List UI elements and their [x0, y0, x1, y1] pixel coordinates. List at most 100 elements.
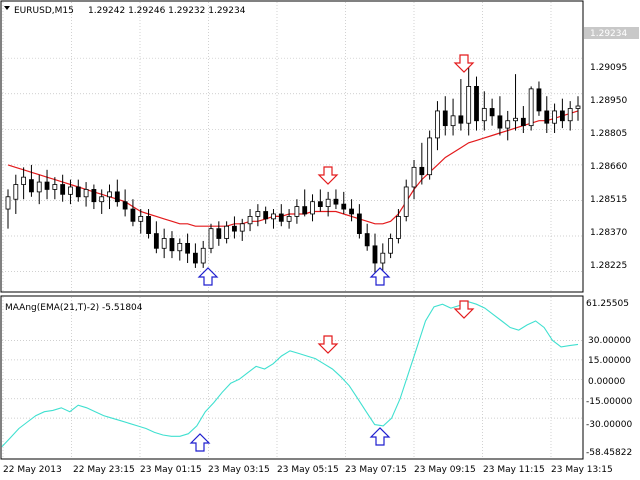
candle-body	[36, 181, 42, 193]
candle-body	[21, 176, 27, 185]
candle-body	[552, 110, 557, 124]
candle-body	[114, 191, 120, 203]
candle	[403, 179, 409, 222]
candle-body	[263, 211, 269, 220]
ma-line	[7, 110, 579, 227]
up-arrow	[189, 433, 211, 452]
candle	[411, 159, 417, 200]
candle	[325, 191, 331, 217]
candle	[349, 199, 354, 222]
indicator-axis: 61.25505 30.00000 15.00000 0.00000 -15.0…	[586, 299, 632, 458]
candle	[36, 174, 42, 205]
candle	[21, 167, 27, 200]
down-arrow	[453, 300, 475, 319]
price-tick: 1.29095	[590, 63, 627, 73]
candle	[13, 174, 19, 214]
candle	[208, 223, 214, 254]
candle-body	[208, 228, 214, 249]
candle	[130, 199, 136, 227]
candle-body	[466, 86, 472, 124]
candle	[107, 184, 112, 210]
candle	[52, 177, 58, 200]
candle-body	[536, 88, 542, 112]
grid	[2, 2, 582, 458]
candle-body	[122, 201, 128, 210]
candle	[481, 91, 487, 131]
candle	[419, 142, 425, 185]
up-arrow	[369, 267, 391, 286]
candle-body	[271, 213, 276, 220]
candle-body	[427, 137, 433, 176]
indicator-tick: 15.00000	[588, 356, 631, 366]
candle-body	[481, 108, 487, 122]
time-tick: 23 May 05:15	[277, 465, 339, 475]
up-arrow	[369, 427, 391, 446]
candle-body	[341, 203, 347, 210]
candle	[528, 86, 534, 131]
candle	[44, 169, 50, 200]
time-tick: 23 May 09:15	[414, 465, 476, 475]
candle	[232, 216, 237, 239]
candle-body	[232, 225, 237, 232]
candle	[91, 184, 97, 210]
candle-body	[450, 115, 456, 127]
candle-body	[317, 201, 323, 207]
candle-body	[192, 252, 198, 264]
candle	[513, 74, 518, 131]
candle-body	[138, 216, 144, 222]
candle	[138, 209, 144, 234]
current-price-badge	[584, 27, 639, 39]
candle-body	[559, 110, 565, 122]
indicator-tick: 61.25505	[586, 299, 629, 309]
candle-body	[380, 252, 386, 264]
candle-body	[60, 184, 66, 195]
candle	[29, 164, 34, 197]
candle-body	[419, 166, 425, 176]
price-tick: 1.28515	[590, 195, 627, 205]
candle	[505, 110, 511, 141]
candle-body	[294, 206, 300, 217]
time-tick: 22 May 2013	[3, 465, 62, 475]
candle-body	[411, 166, 417, 188]
indicator-tick: -15.00000	[586, 397, 632, 407]
candle	[435, 101, 440, 151]
candle-body	[177, 242, 183, 252]
candle-body	[435, 110, 440, 139]
candle-body	[474, 86, 479, 122]
current-price-label: 1.29234	[590, 29, 627, 39]
down-arrow	[317, 335, 339, 354]
candle-body	[325, 198, 331, 207]
price-tick: 1.28370	[590, 228, 627, 238]
candle-body	[396, 216, 401, 239]
candle	[146, 209, 151, 239]
candle	[122, 189, 128, 217]
candle	[286, 209, 292, 229]
candle-body	[442, 110, 448, 127]
candle	[458, 79, 464, 131]
candle-body	[107, 191, 112, 198]
candle-body	[99, 196, 105, 203]
ohlc-values: 1.29242 1.29246 1.29232 1.29234	[88, 6, 246, 16]
candle-body	[333, 198, 339, 205]
indicator-tick: 0.00000	[588, 377, 625, 387]
candle-body	[349, 208, 354, 215]
candle-body	[520, 117, 526, 127]
indicator-tick: -30.00000	[586, 420, 632, 430]
candle	[520, 106, 526, 134]
candle	[185, 233, 190, 264]
candle-body	[528, 88, 534, 127]
candle	[302, 189, 308, 217]
candle	[5, 189, 11, 229]
indicator-line	[1, 301, 579, 447]
symbol-label: EURUSD,M15	[14, 6, 74, 16]
candle-body	[5, 196, 11, 210]
time-axis: 22 May 2013 22 May 23:15 23 May 01:15 23…	[3, 465, 613, 475]
candle-body	[153, 233, 159, 249]
candle-body	[29, 179, 34, 193]
candle	[497, 96, 503, 136]
candle	[169, 231, 175, 259]
candle-body	[200, 247, 206, 264]
candle-body	[489, 108, 495, 117]
